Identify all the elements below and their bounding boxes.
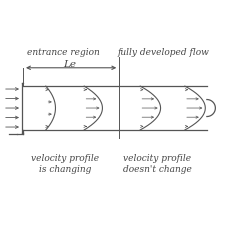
Text: Le: Le [63, 60, 76, 69]
Text: is changing: is changing [39, 165, 92, 174]
Text: doesn't change: doesn't change [123, 165, 192, 174]
Text: entrance region: entrance region [27, 48, 100, 57]
Text: velocity profile: velocity profile [123, 154, 191, 163]
Text: fully developed flow: fully developed flow [118, 48, 210, 57]
Text: velocity profile: velocity profile [32, 154, 100, 163]
